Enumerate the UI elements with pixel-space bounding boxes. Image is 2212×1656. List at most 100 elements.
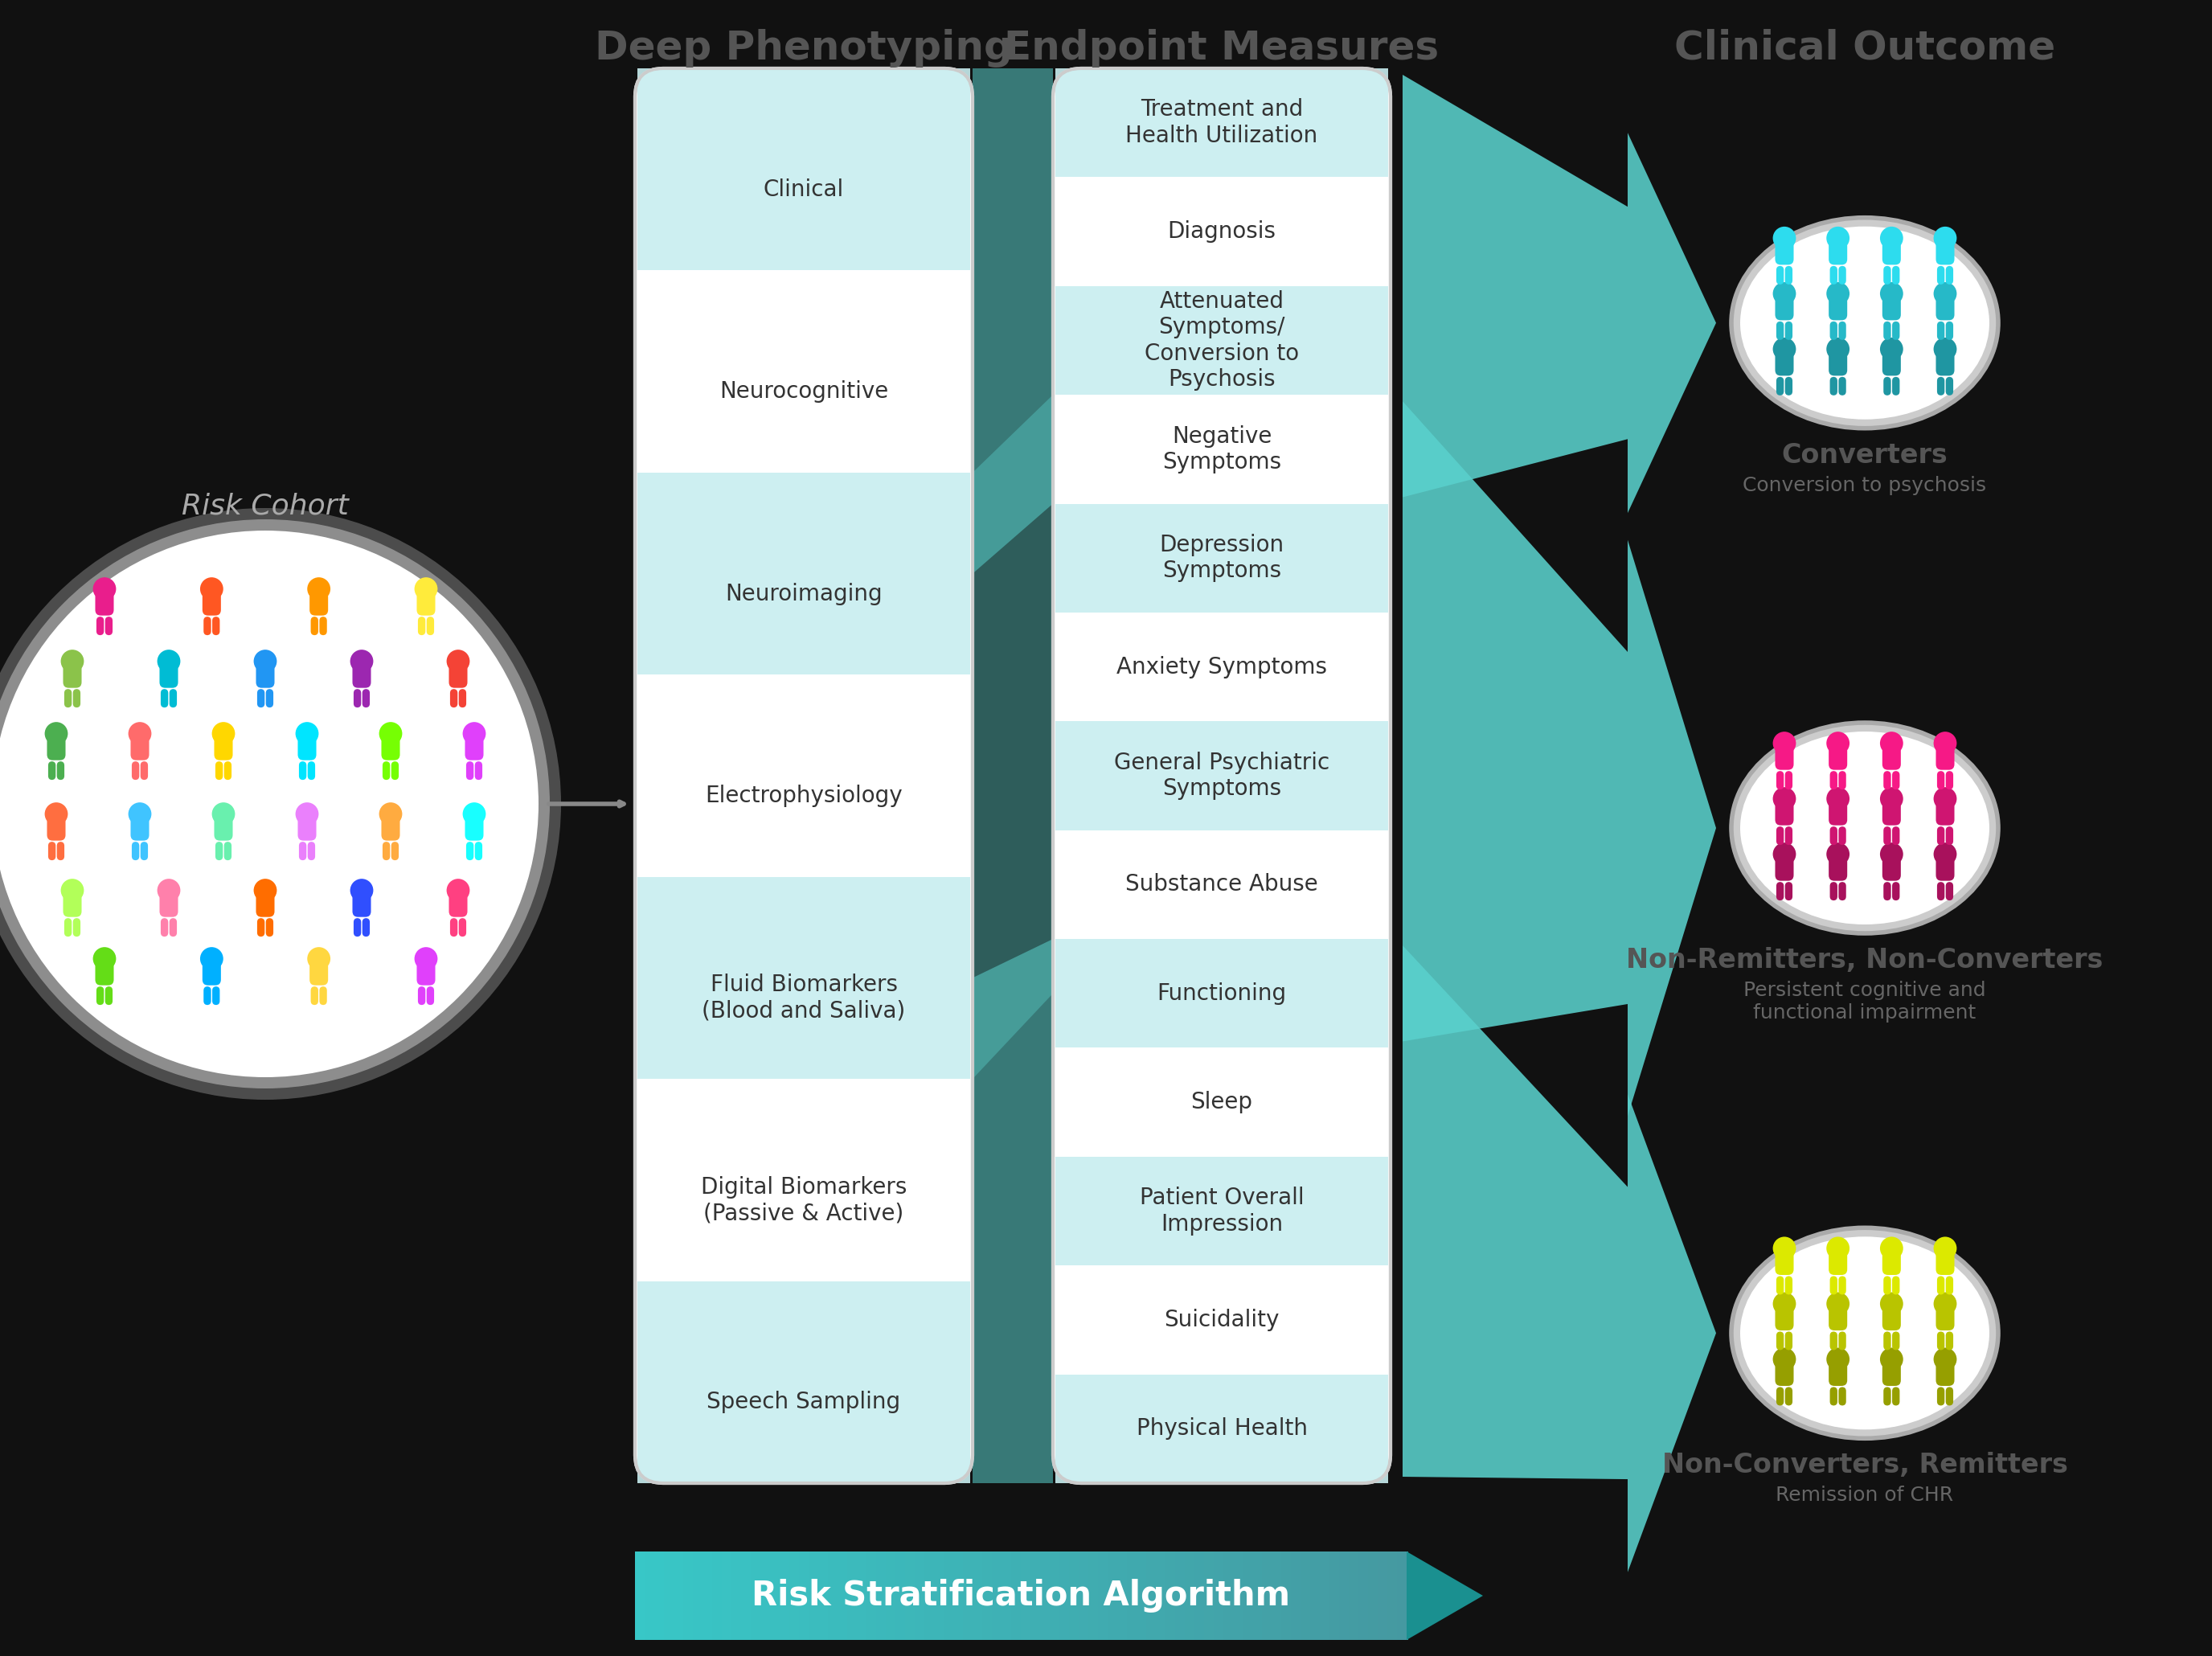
FancyBboxPatch shape <box>418 616 425 636</box>
Circle shape <box>212 803 234 826</box>
Circle shape <box>1772 338 1796 361</box>
Circle shape <box>1772 787 1796 810</box>
FancyBboxPatch shape <box>1829 883 1838 901</box>
FancyBboxPatch shape <box>1774 1361 1794 1386</box>
Bar <box>1055 286 1389 394</box>
FancyBboxPatch shape <box>1829 745 1847 770</box>
FancyBboxPatch shape <box>1936 1307 1955 1330</box>
Bar <box>962 1552 973 1639</box>
FancyBboxPatch shape <box>97 616 104 636</box>
FancyBboxPatch shape <box>1938 1388 1944 1406</box>
Bar <box>1223 1552 1234 1639</box>
FancyBboxPatch shape <box>1947 378 1953 396</box>
Ellipse shape <box>1732 217 1997 429</box>
Text: Sleep: Sleep <box>1190 1091 1252 1113</box>
FancyBboxPatch shape <box>1938 1277 1944 1295</box>
FancyBboxPatch shape <box>449 689 458 707</box>
FancyBboxPatch shape <box>1785 267 1792 285</box>
Bar <box>799 1552 810 1639</box>
FancyBboxPatch shape <box>1936 240 1955 265</box>
Text: Endpoint Measures: Endpoint Measures <box>1004 28 1440 68</box>
FancyBboxPatch shape <box>1776 378 1783 396</box>
FancyBboxPatch shape <box>476 841 482 859</box>
FancyBboxPatch shape <box>58 841 64 859</box>
Circle shape <box>128 722 150 745</box>
Ellipse shape <box>1732 1227 1997 1439</box>
FancyBboxPatch shape <box>1785 826 1792 845</box>
FancyBboxPatch shape <box>1936 1361 1955 1386</box>
FancyBboxPatch shape <box>354 689 361 707</box>
FancyBboxPatch shape <box>383 762 389 780</box>
FancyBboxPatch shape <box>1838 267 1847 285</box>
Text: Conversion to psychosis: Conversion to psychosis <box>1743 475 1986 495</box>
Bar <box>1146 1552 1157 1639</box>
FancyBboxPatch shape <box>352 893 372 917</box>
FancyBboxPatch shape <box>95 960 113 985</box>
FancyBboxPatch shape <box>64 664 82 687</box>
FancyBboxPatch shape <box>215 735 232 760</box>
Ellipse shape <box>1741 227 1989 419</box>
Text: Anxiety Symptoms: Anxiety Symptoms <box>1117 656 1327 679</box>
Circle shape <box>0 508 562 1100</box>
FancyBboxPatch shape <box>1947 772 1953 790</box>
FancyBboxPatch shape <box>1785 321 1792 339</box>
Circle shape <box>1827 1348 1849 1371</box>
FancyBboxPatch shape <box>265 917 274 937</box>
Bar <box>1117 1552 1128 1639</box>
FancyBboxPatch shape <box>1938 772 1944 790</box>
FancyBboxPatch shape <box>223 762 232 780</box>
Ellipse shape <box>1741 1237 1989 1429</box>
FancyBboxPatch shape <box>467 841 473 859</box>
Bar <box>655 1552 666 1639</box>
FancyBboxPatch shape <box>1882 772 1891 790</box>
FancyBboxPatch shape <box>1829 856 1847 881</box>
Bar <box>750 1552 761 1639</box>
FancyBboxPatch shape <box>380 735 400 760</box>
Bar <box>1243 1552 1254 1639</box>
FancyBboxPatch shape <box>1829 1277 1838 1295</box>
Bar <box>1055 722 1389 830</box>
FancyBboxPatch shape <box>354 917 361 937</box>
Circle shape <box>349 879 374 903</box>
Text: Converters: Converters <box>1781 442 1949 469</box>
FancyBboxPatch shape <box>1829 1361 1847 1386</box>
Bar <box>1108 1552 1119 1639</box>
Bar <box>1097 1552 1108 1639</box>
Circle shape <box>128 803 150 826</box>
FancyBboxPatch shape <box>1774 745 1794 770</box>
Ellipse shape <box>1732 722 1997 934</box>
FancyBboxPatch shape <box>131 735 148 760</box>
Circle shape <box>1880 843 1902 866</box>
FancyBboxPatch shape <box>1829 1307 1847 1330</box>
FancyBboxPatch shape <box>1891 1388 1900 1406</box>
Text: Remission of CHR: Remission of CHR <box>1776 1485 1953 1505</box>
Polygon shape <box>973 68 1053 573</box>
Text: Risk Stratification Algorithm: Risk Stratification Algorithm <box>752 1578 1290 1613</box>
Bar <box>779 1552 792 1639</box>
Circle shape <box>1880 1348 1902 1371</box>
FancyBboxPatch shape <box>1882 745 1900 770</box>
Circle shape <box>1772 843 1796 866</box>
FancyBboxPatch shape <box>1776 883 1783 901</box>
Circle shape <box>1933 1237 1958 1260</box>
FancyBboxPatch shape <box>1838 1277 1847 1295</box>
FancyBboxPatch shape <box>1882 856 1900 881</box>
Text: Electrophysiology: Electrophysiology <box>706 785 902 806</box>
FancyBboxPatch shape <box>1829 267 1838 285</box>
Bar <box>1310 1552 1321 1639</box>
FancyBboxPatch shape <box>467 762 473 780</box>
Circle shape <box>1933 787 1958 810</box>
Bar <box>1301 1552 1312 1639</box>
Bar <box>1398 1552 1409 1639</box>
FancyBboxPatch shape <box>1838 826 1847 845</box>
Bar <box>692 1552 703 1639</box>
Circle shape <box>1933 843 1958 866</box>
FancyBboxPatch shape <box>1882 267 1891 285</box>
Bar <box>1194 1552 1206 1639</box>
Text: Non-Remitters, Non-Converters: Non-Remitters, Non-Converters <box>1626 947 2104 974</box>
Bar <box>1055 1156 1389 1265</box>
Bar <box>1272 1552 1283 1639</box>
FancyBboxPatch shape <box>1829 826 1838 845</box>
Bar <box>847 1552 858 1639</box>
FancyBboxPatch shape <box>133 762 139 780</box>
